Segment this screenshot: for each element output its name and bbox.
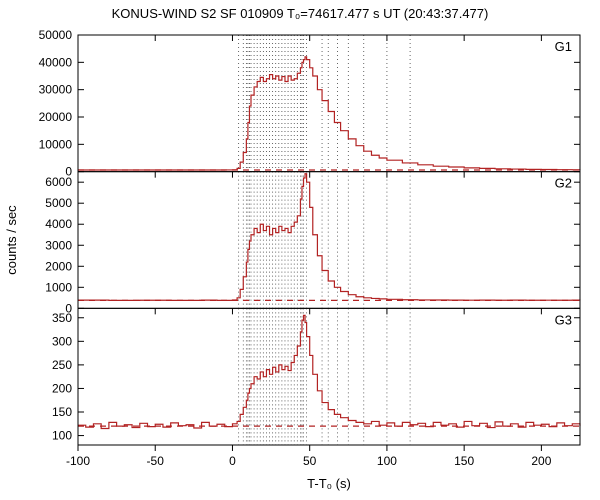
svg-text:1000: 1000 (45, 280, 72, 294)
svg-text:300: 300 (52, 334, 72, 348)
svg-text:G3: G3 (555, 312, 572, 327)
svg-text:100: 100 (377, 454, 397, 468)
chart-svg: KONUS-WIND S2 SF 010909 T₀=74617.477 s U… (0, 0, 600, 500)
svg-text:40000: 40000 (39, 55, 73, 69)
svg-text:200: 200 (52, 381, 72, 395)
svg-text:4000: 4000 (45, 217, 72, 231)
svg-text:30000: 30000 (39, 83, 73, 97)
svg-text:5000: 5000 (45, 196, 72, 210)
svg-text:counts / sec: counts / sec (4, 205, 19, 275)
svg-text:20000: 20000 (39, 110, 73, 124)
svg-text:10000: 10000 (39, 137, 73, 151)
svg-text:50: 50 (303, 454, 317, 468)
svg-text:T-T₀ (s): T-T₀ (s) (307, 476, 351, 491)
svg-text:150: 150 (52, 405, 72, 419)
svg-text:50000: 50000 (39, 28, 73, 42)
svg-text:6000: 6000 (45, 175, 72, 189)
svg-text:200: 200 (531, 454, 551, 468)
svg-text:0: 0 (229, 454, 236, 468)
svg-text:100: 100 (52, 429, 72, 443)
svg-text:350: 350 (52, 311, 72, 325)
svg-text:G1: G1 (555, 39, 572, 54)
svg-text:150: 150 (454, 454, 474, 468)
chart-container: KONUS-WIND S2 SF 010909 T₀=74617.477 s U… (0, 0, 600, 500)
svg-text:G2: G2 (555, 176, 572, 191)
svg-text:-50: -50 (147, 454, 165, 468)
svg-text:2000: 2000 (45, 259, 72, 273)
svg-text:3000: 3000 (45, 238, 72, 252)
svg-text:-100: -100 (66, 454, 90, 468)
svg-text:KONUS-WIND S2 SF 010909 T₀=746: KONUS-WIND S2 SF 010909 T₀=74617.477 s U… (112, 6, 489, 21)
svg-text:250: 250 (52, 358, 72, 372)
